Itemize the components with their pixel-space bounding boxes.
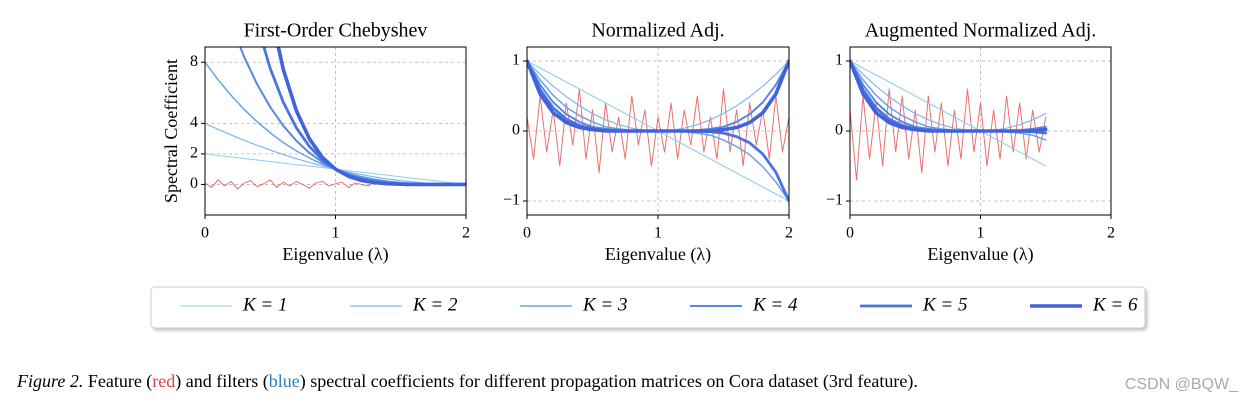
- chart-title: First-Order Chebyshev: [244, 20, 428, 42]
- caption-label: Figure 2.: [16, 371, 83, 391]
- plot-frame: [849, 46, 1112, 216]
- legend-label: K = 6: [1092, 294, 1138, 315]
- legend-label: K = 4: [752, 294, 798, 315]
- x-tick-label: 1: [654, 225, 662, 242]
- x-tick-label: 2: [462, 225, 470, 242]
- filter-line: [850, 59, 1048, 135]
- x-tick-label: 1: [332, 225, 340, 242]
- legend-label: K = 5: [922, 294, 968, 315]
- caption-text: ) and filters (: [175, 371, 268, 392]
- x-tick-label: 2: [1107, 225, 1115, 242]
- watermark: CSDN @BQW_: [1125, 376, 1239, 393]
- y-tick-label: 2: [190, 145, 198, 162]
- y-tick-label: 8: [190, 53, 198, 70]
- x-axis-label: Eigenvalue (λ): [282, 244, 388, 265]
- caption-red: red: [152, 371, 175, 391]
- filter-line: [850, 60, 1047, 132]
- y-tick-label: 0: [190, 175, 198, 192]
- filter-line: [850, 60, 1047, 167]
- chart-title: Normalized Adj.: [591, 20, 724, 42]
- feature-line: [850, 88, 1047, 181]
- chart-title: Augmented Normalized Adj.: [865, 20, 1097, 42]
- y-tick-label: 1: [512, 52, 520, 69]
- y-tick-label: −1: [503, 192, 520, 209]
- x-tick-label: 0: [201, 225, 209, 242]
- y-tick-label: 0: [512, 122, 520, 139]
- filter-line: [276, 47, 466, 187]
- legend-box: [150, 286, 1146, 329]
- x-tick-label: 1: [977, 225, 985, 242]
- plot-frame: [526, 46, 790, 216]
- caption: Figure 2. Feature (red) and filters (blu…: [16, 371, 918, 392]
- legend-label: K = 1: [242, 294, 288, 315]
- feature-line: [527, 88, 789, 174]
- caption-text: ) spectral coefficients for different pr…: [300, 371, 918, 392]
- legend-label: K = 2: [412, 294, 458, 315]
- plot-frame: [204, 46, 467, 216]
- y-tick-label: 0: [835, 122, 843, 139]
- x-tick-label: 2: [785, 225, 793, 242]
- filter-line: [850, 59, 1048, 133]
- y-tick-label: −1: [826, 192, 843, 209]
- x-axis-label: Eigenvalue (λ): [927, 244, 1033, 265]
- filter-line: [527, 59, 789, 133]
- filter-line: [205, 61, 466, 186]
- x-tick-label: 0: [523, 225, 531, 242]
- legend-label: K = 3: [582, 294, 628, 315]
- x-axis-label: Eigenvalue (λ): [605, 244, 711, 265]
- y-axis-label: Spectral Coefficient: [161, 59, 181, 203]
- x-tick-label: 0: [846, 225, 854, 242]
- caption-text: Feature (: [83, 371, 152, 392]
- caption-blue: blue: [269, 371, 300, 391]
- y-tick-label: 4: [190, 114, 198, 131]
- y-tick-label: 1: [835, 52, 843, 69]
- filter-line: [850, 60, 1047, 132]
